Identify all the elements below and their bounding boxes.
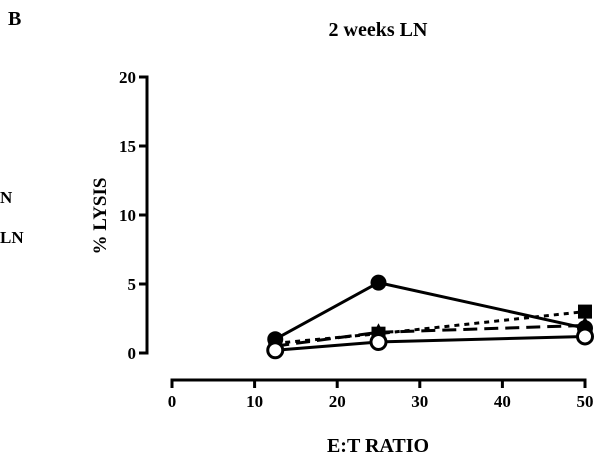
series-3-point-3	[577, 316, 593, 332]
series-4-point-3	[576, 327, 594, 346]
x-tick-label-10: 10	[246, 392, 263, 411]
series-4	[266, 327, 594, 360]
left-fragment-1: N	[0, 188, 13, 207]
x-tick-label-30: 30	[411, 392, 428, 411]
x-tick-label-40: 40	[494, 392, 511, 411]
series-3-line	[275, 323, 586, 348]
y-tick-label-20: 20	[119, 68, 136, 87]
x-tick-label-0: 0	[168, 392, 177, 411]
axes: 0 5 10 15 20 0 10 20 30 40 50	[119, 68, 594, 411]
chart-title: 2 weeks LN	[329, 19, 428, 41]
panel-label: B	[8, 8, 21, 30]
y-tick-label-15: 15	[119, 137, 136, 156]
y-tick-label-5: 5	[128, 275, 137, 294]
y-axis-label: % LYSIS	[90, 178, 111, 255]
series-1-point-2	[370, 274, 387, 291]
series-4-point-2	[369, 332, 388, 351]
x-tick-label-50: 50	[577, 392, 594, 411]
x-tick-label-20: 20	[329, 392, 346, 411]
left-fragment-2: LN	[0, 228, 24, 247]
series-2-point-3	[578, 304, 592, 319]
series-2	[268, 304, 592, 351]
series-4-point-1	[266, 341, 285, 360]
y-tick-label-0: 0	[128, 344, 137, 363]
y-tick-label-10: 10	[119, 206, 136, 225]
series-layer	[266, 274, 594, 360]
x-axis-label: E:T RATIO	[327, 435, 429, 457]
